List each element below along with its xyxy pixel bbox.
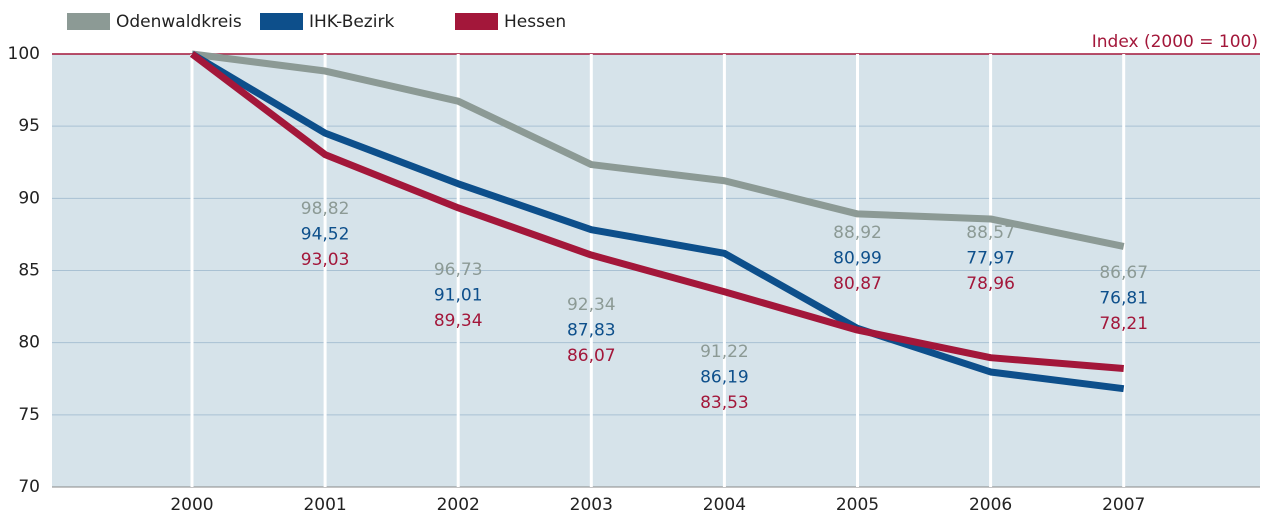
value-label: 88,92 bbox=[833, 223, 882, 243]
value-label: 76,81 bbox=[1099, 289, 1148, 309]
value-label: 87,83 bbox=[567, 321, 616, 341]
value-label: 78,21 bbox=[1099, 314, 1148, 334]
series-line bbox=[189, 51, 1124, 372]
legend-swatch bbox=[455, 13, 498, 30]
y-tick-label: 80 bbox=[18, 333, 40, 353]
value-label: 86,19 bbox=[700, 368, 749, 388]
legend-label: IHK-Bezirk bbox=[309, 12, 394, 32]
y-tick-label: 70 bbox=[18, 477, 40, 497]
value-label: 80,87 bbox=[833, 274, 882, 294]
y-tick-label: 95 bbox=[18, 116, 40, 136]
value-label: 80,99 bbox=[833, 249, 882, 269]
legend-swatch bbox=[260, 13, 303, 30]
y-tick-label: 75 bbox=[18, 405, 40, 425]
legend-swatch bbox=[67, 13, 110, 30]
x-tick-label: 2002 bbox=[437, 495, 480, 515]
value-label: 86,67 bbox=[1099, 263, 1148, 283]
value-label: 86,07 bbox=[567, 346, 616, 366]
value-label: 88,57 bbox=[966, 223, 1015, 243]
value-label: 77,97 bbox=[966, 249, 1015, 269]
value-label: 93,03 bbox=[301, 250, 350, 270]
x-tick-label: 2006 bbox=[969, 495, 1012, 515]
x-tick-label: 2001 bbox=[303, 495, 346, 515]
value-label: 78,96 bbox=[966, 274, 1015, 294]
y-tick-label: 85 bbox=[18, 261, 40, 281]
annotation: Index (2000 = 100) bbox=[1092, 32, 1258, 52]
value-label: 92,34 bbox=[567, 295, 616, 315]
y-tick-label: 100 bbox=[8, 44, 40, 64]
value-label: 98,82 bbox=[301, 199, 350, 219]
x-tick-label: 2005 bbox=[836, 495, 879, 515]
legend-label: Hessen bbox=[504, 12, 566, 32]
value-label: 91,01 bbox=[434, 286, 483, 306]
value-label: 83,53 bbox=[700, 393, 749, 413]
value-label: 96,73 bbox=[434, 260, 483, 280]
series-line bbox=[191, 50, 1125, 250]
value-label: 89,34 bbox=[434, 311, 483, 331]
x-tick-label: 2003 bbox=[570, 495, 613, 515]
x-tick-label: 2000 bbox=[170, 495, 213, 515]
x-tick-label: 2004 bbox=[703, 495, 746, 515]
legend-label: Odenwaldkreis bbox=[116, 12, 242, 32]
y-tick-label: 90 bbox=[18, 188, 40, 208]
series-line bbox=[190, 50, 1125, 393]
value-label: 91,22 bbox=[700, 342, 749, 362]
x-tick-label: 2007 bbox=[1102, 495, 1145, 515]
value-label: 94,52 bbox=[301, 225, 350, 245]
